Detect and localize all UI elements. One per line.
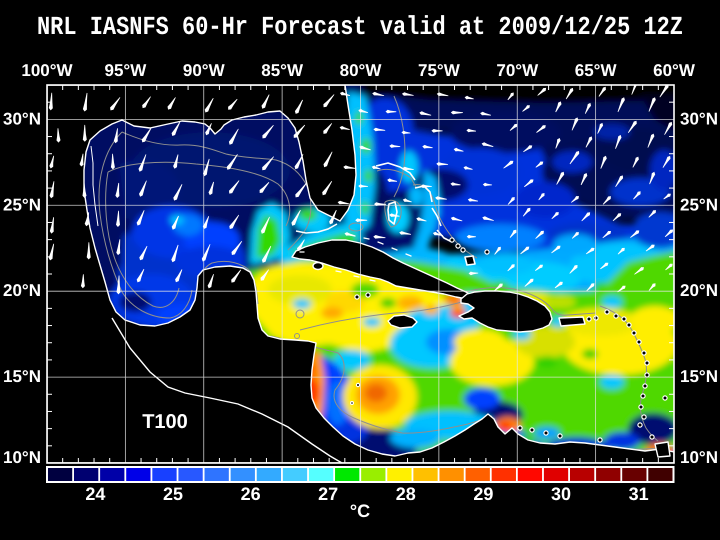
svg-text:30: 30 — [551, 484, 571, 504]
svg-text:100°W: 100°W — [21, 61, 73, 80]
svg-text:70°W: 70°W — [496, 61, 539, 80]
svg-text:80°W: 80°W — [340, 61, 383, 80]
svg-text:20°N: 20°N — [3, 281, 41, 300]
svg-text:31: 31 — [629, 484, 649, 504]
svg-text:95°W: 95°W — [104, 61, 147, 80]
svg-text:10°N: 10°N — [3, 448, 41, 467]
svg-text:65°W: 65°W — [575, 61, 618, 80]
svg-text:26: 26 — [241, 484, 261, 504]
svg-text:30°N: 30°N — [680, 109, 718, 128]
svg-text:27: 27 — [318, 484, 338, 504]
svg-text:85°W: 85°W — [261, 61, 304, 80]
svg-text:28: 28 — [396, 484, 416, 504]
svg-text:20°N: 20°N — [680, 281, 718, 300]
svg-text:24: 24 — [85, 484, 105, 504]
svg-text:75°W: 75°W — [418, 61, 461, 80]
svg-text:29: 29 — [473, 484, 493, 504]
svg-text:25: 25 — [163, 484, 183, 504]
svg-text:10°N: 10°N — [680, 448, 718, 467]
svg-text:NRL IASNFS 60-Hr Forecast val: NRL IASNFS 60-Hr Forecast valid at 2009/… — [37, 12, 683, 42]
svg-text:25°N: 25°N — [680, 195, 718, 214]
svg-text:15°N: 15°N — [680, 367, 718, 386]
svg-text:25°N: 25°N — [3, 195, 41, 214]
svg-text:T100: T100 — [142, 411, 188, 433]
svg-text:90°W: 90°W — [183, 61, 226, 80]
svg-text:°C: °C — [350, 501, 370, 521]
svg-text:30°N: 30°N — [3, 109, 41, 128]
svg-text:60°W: 60°W — [653, 61, 696, 80]
svg-text:15°N: 15°N — [3, 367, 41, 386]
